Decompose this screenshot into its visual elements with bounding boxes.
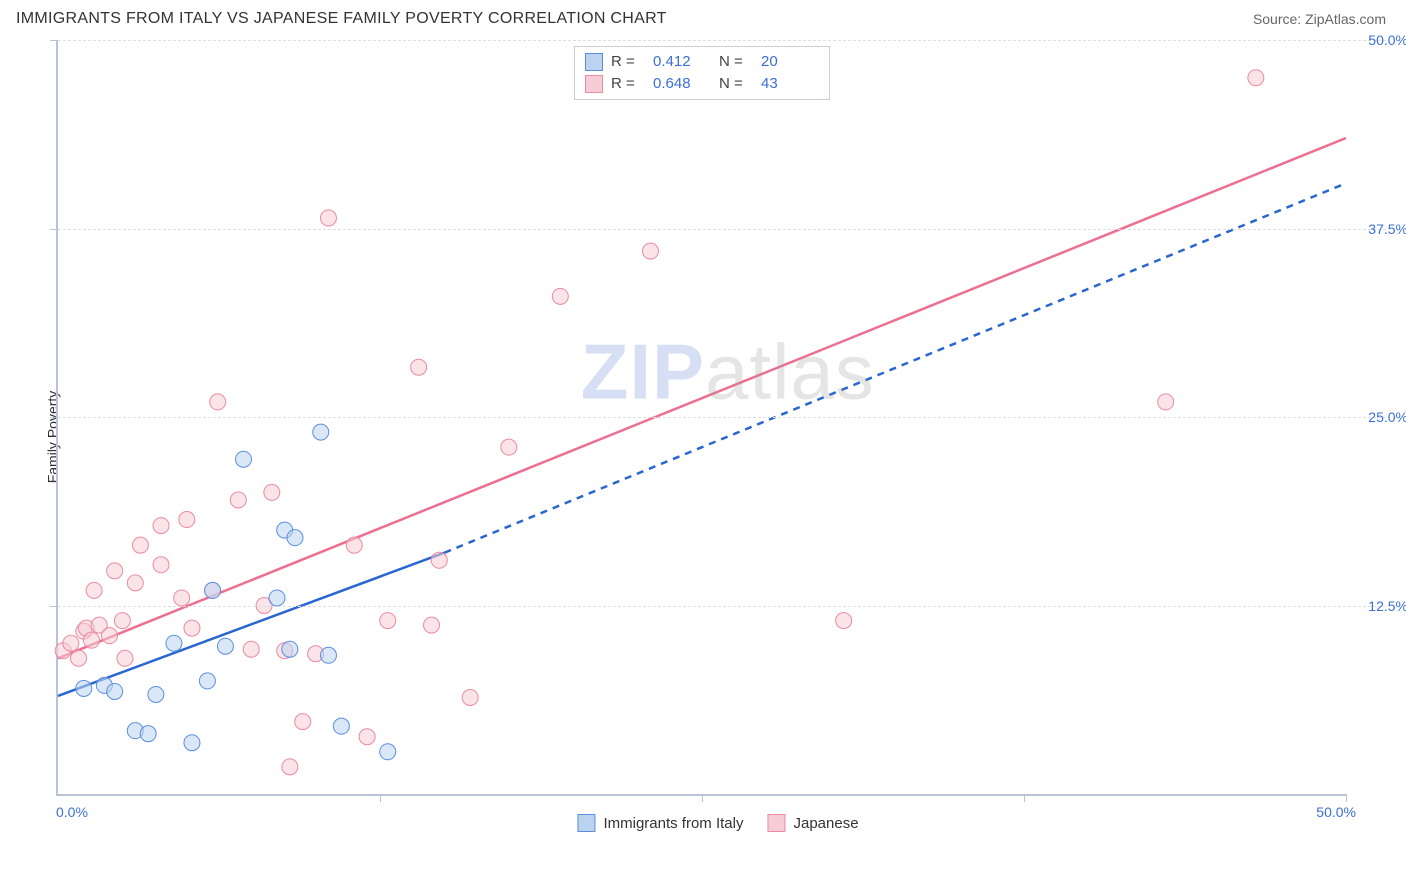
data-point xyxy=(63,635,79,651)
x-tick xyxy=(380,794,381,802)
legend-r-value: 0.648 xyxy=(653,73,711,95)
data-point xyxy=(243,641,259,657)
data-point xyxy=(184,620,200,636)
data-point xyxy=(359,729,375,745)
x-axis-max-label: 50.0% xyxy=(1316,804,1356,820)
legend-n-label: N = xyxy=(719,73,753,95)
y-tick-label: 50.0% xyxy=(1368,32,1406,48)
data-point xyxy=(424,617,440,633)
data-point xyxy=(179,512,195,528)
x-tick xyxy=(1346,794,1347,802)
data-point xyxy=(127,575,143,591)
data-point xyxy=(217,638,233,654)
data-point xyxy=(140,726,156,742)
gridline xyxy=(58,229,1386,230)
data-point xyxy=(210,394,226,410)
data-point xyxy=(282,641,298,657)
legend-n-value: 20 xyxy=(761,51,819,73)
legend-stats: R = 0.412 N = 20 R = 0.648 N = 43 xyxy=(574,46,830,100)
data-point xyxy=(83,632,99,648)
data-point xyxy=(282,759,298,775)
legend-r-value: 0.412 xyxy=(653,51,711,73)
data-point xyxy=(102,628,118,644)
data-point xyxy=(313,424,329,440)
gridline xyxy=(58,40,1386,41)
data-point xyxy=(166,635,182,651)
data-point xyxy=(148,686,164,702)
y-tick-label: 12.5% xyxy=(1368,598,1406,614)
data-point xyxy=(431,552,447,568)
data-point xyxy=(153,557,169,573)
plot-area: ZIPatlas R =0.412N =20R =0.648N =43 0.0%… xyxy=(56,40,1346,796)
legend-swatch xyxy=(585,53,603,71)
legend-r-label: R = xyxy=(611,73,645,95)
legend-n-value: 43 xyxy=(761,73,819,95)
y-tick xyxy=(50,229,58,230)
legend-r-label: R = xyxy=(611,51,645,73)
legend-stat-row: R = 0.412 N = 20 xyxy=(585,51,819,73)
gridline xyxy=(58,606,1386,607)
data-point xyxy=(132,537,148,553)
x-tick xyxy=(1024,794,1025,802)
trend-line xyxy=(58,138,1346,658)
legend-swatch xyxy=(767,814,785,832)
data-point xyxy=(287,530,303,546)
data-point xyxy=(320,210,336,226)
trend-line xyxy=(444,183,1346,552)
data-point xyxy=(76,680,92,696)
data-point xyxy=(117,650,133,666)
y-tick xyxy=(50,40,58,41)
legend-n-label: N = xyxy=(719,51,753,73)
chart-title: IMMIGRANTS FROM ITALY VS JAPANESE FAMILY… xyxy=(16,10,667,28)
data-point xyxy=(114,613,130,629)
legend-series-item: Japanese xyxy=(767,814,858,832)
data-point xyxy=(295,714,311,730)
data-point xyxy=(552,288,568,304)
x-tick xyxy=(702,794,703,802)
data-point xyxy=(86,582,102,598)
data-point xyxy=(333,718,349,734)
data-point xyxy=(107,563,123,579)
data-point xyxy=(199,673,215,689)
legend-swatch xyxy=(585,75,603,93)
data-point xyxy=(1158,394,1174,410)
data-point xyxy=(205,582,221,598)
data-point xyxy=(107,683,123,699)
data-point xyxy=(462,689,478,705)
data-point xyxy=(1248,70,1264,86)
x-axis-min-label: 0.0% xyxy=(56,804,88,820)
data-point xyxy=(230,492,246,508)
chart-source: Source: ZipAtlas.com xyxy=(1253,11,1386,27)
chart-container: Family Poverty ZIPatlas R =0.412N =20R =… xyxy=(50,32,1386,842)
data-point xyxy=(642,243,658,259)
data-point xyxy=(153,518,169,534)
data-point xyxy=(235,451,251,467)
data-point xyxy=(184,735,200,751)
legend-series-label: Immigrants from Italy xyxy=(603,815,743,832)
y-tick xyxy=(50,606,58,607)
data-point xyxy=(380,613,396,629)
data-point xyxy=(174,590,190,606)
data-point xyxy=(501,439,517,455)
legend-stat-row: R = 0.648 N = 43 xyxy=(585,73,819,95)
y-tick xyxy=(50,417,58,418)
data-point xyxy=(411,359,427,375)
legend-swatch xyxy=(577,814,595,832)
legend-series: Immigrants from Italy Japanese xyxy=(577,814,858,832)
data-point xyxy=(380,744,396,760)
data-point xyxy=(269,590,285,606)
y-tick-label: 37.5% xyxy=(1368,221,1406,237)
legend-series-item: Immigrants from Italy xyxy=(577,814,743,832)
y-tick-label: 25.0% xyxy=(1368,409,1406,425)
data-point xyxy=(264,484,280,500)
data-point xyxy=(836,613,852,629)
legend-series-label: Japanese xyxy=(793,815,858,832)
data-point xyxy=(346,537,362,553)
data-point xyxy=(320,647,336,663)
data-point xyxy=(71,650,87,666)
gridline xyxy=(58,417,1386,418)
